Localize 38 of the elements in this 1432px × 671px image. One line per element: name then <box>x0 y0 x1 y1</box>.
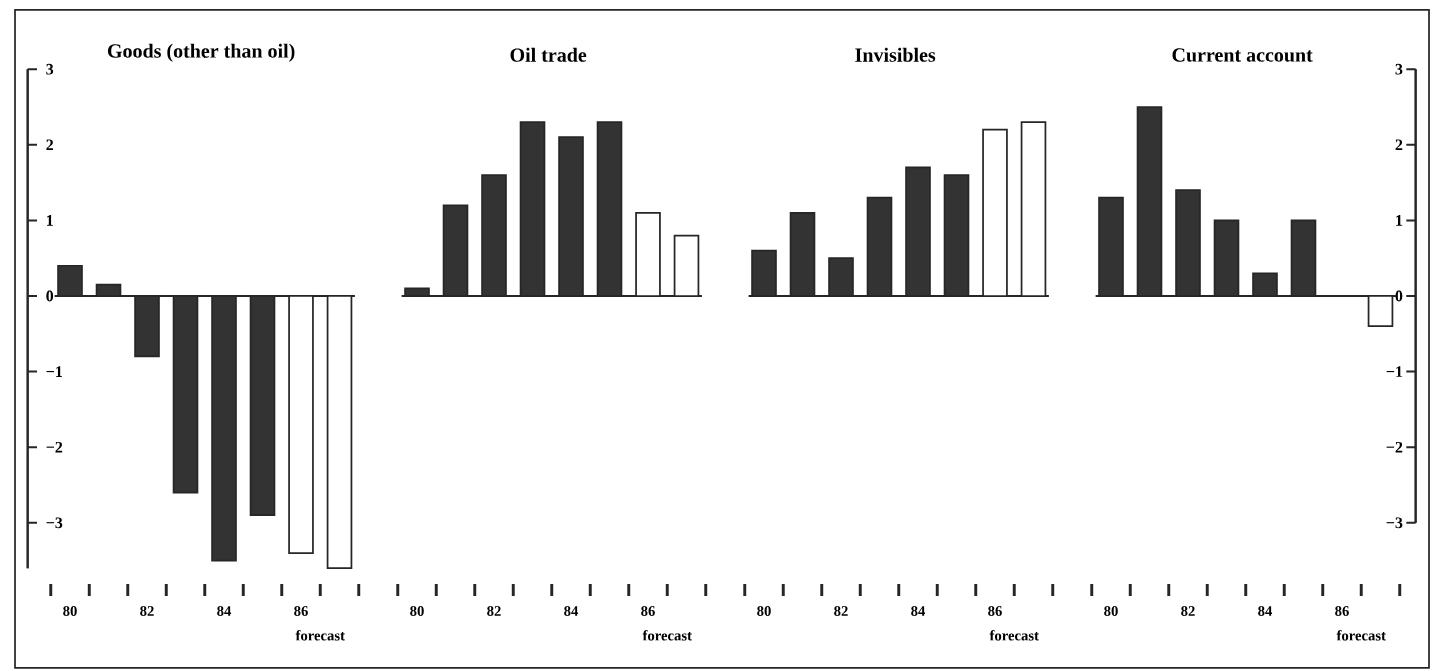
y-tick-label: 2 <box>1395 139 1403 151</box>
x-tick-label: 86 <box>988 606 1002 616</box>
y-tick-label: 3 <box>46 63 54 75</box>
y-tick-label: −1 <box>1386 366 1403 377</box>
chart-title: Goods (other than oil) <box>107 43 295 62</box>
x-tick-label: 82 <box>1181 606 1195 616</box>
x-tick-label: 82 <box>834 606 848 616</box>
text: forecast <box>295 630 345 641</box>
y-tick-label: 1 <box>1396 215 1403 226</box>
x-tick-label: 86 <box>1335 606 1349 616</box>
text: forecast <box>1336 630 1386 641</box>
chart-title: Current account <box>1172 48 1313 62</box>
chart-title: Oil trade <box>510 47 587 62</box>
x-tick-label: 86 <box>641 606 655 616</box>
x-tick-label: 82 <box>140 606 154 616</box>
text: forecast <box>642 630 692 641</box>
x-tick-label: 84 <box>1258 606 1273 616</box>
x-tick-label: 84 <box>911 606 926 616</box>
y-tick-label: 2 <box>46 139 54 151</box>
y-tick-label: 3 <box>1395 63 1403 75</box>
x-tick-label: 84 <box>217 606 232 616</box>
y-tick-label: 0 <box>1395 290 1403 302</box>
x-tick-label: 80 <box>410 606 424 616</box>
y-tick-label: −1 <box>46 366 63 377</box>
y-tick-label: −2 <box>1386 441 1403 453</box>
x-tick-label: 80 <box>1104 606 1118 616</box>
x-tick-label: 86 <box>294 606 308 616</box>
text: forecast <box>989 630 1039 641</box>
y-tick-label: 1 <box>46 215 53 226</box>
y-tick-label: −3 <box>1386 517 1403 529</box>
x-tick-label: 84 <box>564 606 579 616</box>
x-tick-label: 80 <box>757 606 771 616</box>
y-tick-label: −2 <box>46 441 63 453</box>
x-tick-label: 80 <box>63 606 77 616</box>
y-tick-label: −3 <box>46 517 63 529</box>
chart-title: Invisibles <box>855 47 936 62</box>
y-tick-label: 0 <box>46 290 54 302</box>
x-tick-label: 82 <box>487 606 501 616</box>
